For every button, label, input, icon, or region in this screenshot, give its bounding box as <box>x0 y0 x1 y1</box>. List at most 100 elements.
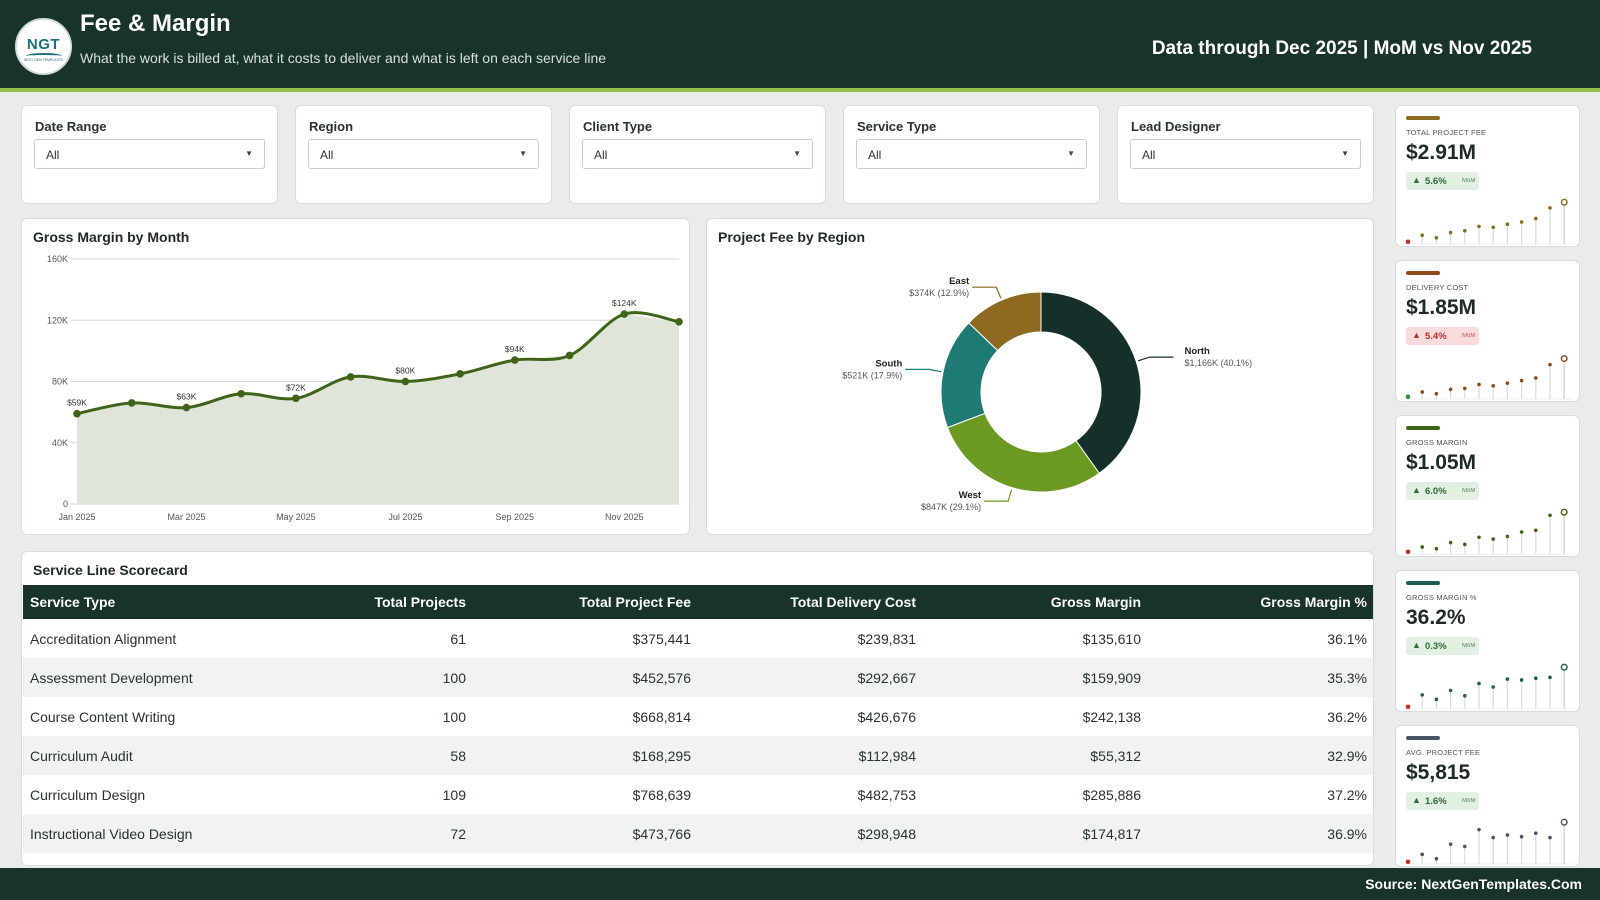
data-point <box>346 373 355 381</box>
sparkline-point <box>1463 229 1467 233</box>
lead-designer-select[interactable]: All ▼ <box>1130 139 1361 169</box>
sparkline-point <box>1434 236 1439 240</box>
cell-total-projects: 72 <box>273 814 473 853</box>
sparkline-point <box>1477 827 1481 832</box>
leader-line <box>972 286 1002 299</box>
cell-total-project-fee: $473,766 <box>473 814 698 853</box>
table-row[interactable]: Instructional Video Design 72 $473,766 $… <box>23 814 1373 853</box>
sparkline-point <box>1434 697 1439 702</box>
sparkline-point <box>1505 833 1510 837</box>
column-header-service-type[interactable]: Service Type <box>23 585 273 619</box>
sparkline-point <box>1491 537 1495 541</box>
filter-value: All <box>320 148 334 162</box>
kpi-sparkline <box>1404 354 1573 400</box>
kpi-mom-label: MoM <box>1462 798 1476 804</box>
slice-value-label: $1,166K (40.1%) <box>1185 358 1253 368</box>
sparkline-point <box>1434 546 1439 551</box>
sparkline-point <box>1548 362 1552 367</box>
kpi-value: $5,815 <box>1406 761 1471 784</box>
y-tick-label: 80K <box>52 377 68 387</box>
sparkline-first-point <box>1405 859 1411 865</box>
column-header-gross-margin[interactable]: Gross Margin <box>923 585 1148 619</box>
table-row[interactable]: Assessment Development 100 $452,576 $292… <box>23 658 1373 697</box>
region-panel: Project Fee by Region North $1,166K (40.1… <box>706 218 1374 535</box>
logo-subtext: NEXT GEN TEMPLATES <box>23 58 64 62</box>
sparkline-point <box>1534 528 1538 533</box>
y-tick-label: 0 <box>63 499 68 509</box>
service-type-select[interactable]: All ▼ <box>856 139 1087 169</box>
kpi-total-project-fee: TOTAL PROJECT FEE $2.91M ▲ 5.6% MoM <box>1395 105 1580 247</box>
column-header-total-projects[interactable]: Total Projects <box>273 585 473 619</box>
kpi-value: $2.91M <box>1406 141 1477 164</box>
kpi-avg-project-fee: AVG. PROJECT FEE $5,815 ▲ 1.6% MoM <box>1395 725 1580 867</box>
kpi-delta: 0.3% <box>1425 641 1447 652</box>
filter-client-type: Client Type All ▼ <box>569 105 826 204</box>
column-header-gross-margin-pct[interactable]: Gross Margin % <box>1148 585 1373 619</box>
page-subtitle: What the work is billed at, what it cost… <box>80 50 607 66</box>
cell-total-project-fee: $168,295 <box>473 736 698 775</box>
filter-value: All <box>46 148 60 162</box>
table-row[interactable]: Curriculum Design 109 $768,639 $482,753 … <box>23 775 1373 814</box>
chevron-down-icon: ▼ <box>519 149 527 158</box>
leader-line <box>984 489 1013 502</box>
sparkline-point <box>1420 390 1424 394</box>
filter-label: Client Type <box>583 119 653 134</box>
kpi-accent-bar <box>1406 116 1440 120</box>
cell-service-type: Accreditation Alignment <box>30 630 177 647</box>
cell-total-project-fee: $768,639 <box>632 786 691 803</box>
region-title: Project Fee by Region <box>718 229 866 245</box>
sparkline-point <box>1463 844 1467 849</box>
data-point <box>401 377 410 386</box>
x-tick-label: Mar 2025 <box>167 512 205 522</box>
slice-name-label: West <box>959 490 982 501</box>
data-label: $80K <box>395 366 415 376</box>
cell-total-delivery-cost: $112,984 <box>698 736 923 775</box>
leader-line <box>905 368 942 373</box>
sparkline-point <box>1519 834 1524 839</box>
cell-gross-margin: $135,610 <box>1082 630 1141 647</box>
donut-slice-east <box>967 291 1042 352</box>
logo-swoosh <box>26 53 62 59</box>
cell-total-delivery-cost: $426,676 <box>857 708 916 725</box>
data-point <box>620 310 629 318</box>
sparkline-point <box>1505 381 1510 385</box>
slice-name-label: South <box>875 358 902 369</box>
sparkline-last-point <box>1560 354 1568 363</box>
kpi-sparkline <box>1404 818 1573 865</box>
date-range-select[interactable]: All ▼ <box>34 139 265 169</box>
sparkline-point <box>1519 378 1524 383</box>
cell-gross-margin-pct: 36.1% <box>1327 630 1367 647</box>
scorecard-title: Service Line Scorecard <box>33 562 188 578</box>
kpi-label: TOTAL PROJECT FEE <box>1406 128 1487 137</box>
table-row[interactable]: Curriculum Audit 58 $168,295 $112,984 $5… <box>23 736 1373 775</box>
y-tick-label: 40K <box>52 438 68 448</box>
data-point <box>292 394 300 403</box>
table-row[interactable]: Accreditation Alignment 61 $375,441 $239… <box>23 619 1373 658</box>
cell-gross-margin-pct: 36.9% <box>1148 814 1373 853</box>
trend-arrow-icon: ▲ <box>1412 175 1421 185</box>
cell-gross-margin: $242,138 <box>1082 708 1141 725</box>
kpi-sparkline <box>1404 198 1573 245</box>
kpi-mom-label: MoM <box>1462 178 1476 184</box>
x-tick-label: Nov 2025 <box>605 512 644 522</box>
table-row[interactable]: Course Content Writing 100 $668,814 $426… <box>23 697 1373 736</box>
cell-total-delivery-cost: $298,948 <box>698 814 923 853</box>
chevron-down-icon: ▼ <box>1067 149 1075 158</box>
filter-date-range: Date Range All ▼ <box>21 105 278 204</box>
chevron-down-icon: ▼ <box>245 149 253 158</box>
region-select[interactable]: All ▼ <box>308 139 539 169</box>
cell-service-type: Curriculum Audit <box>23 736 273 775</box>
filter-value: All <box>868 148 882 162</box>
kpi-sparkline <box>1404 663 1573 710</box>
filter-value: All <box>1142 148 1156 162</box>
sparkline-point <box>1477 535 1481 540</box>
column-header-total-delivery-cost[interactable]: Total Delivery Cost <box>698 585 923 619</box>
client-type-select[interactable]: All ▼ <box>582 139 813 169</box>
kpi-delivery-cost: DELIVERY COST $1.85M ▲ 5.4% MoM <box>1395 260 1580 402</box>
sparkline-last-point <box>1560 663 1568 671</box>
slice-value-label: $847K (29.1%) <box>921 502 981 512</box>
sparkline-first-point <box>1405 704 1411 710</box>
sparkline-point <box>1534 216 1538 221</box>
sparkline-point <box>1505 534 1510 539</box>
column-header-total-project-fee[interactable]: Total Project Fee <box>473 585 698 619</box>
